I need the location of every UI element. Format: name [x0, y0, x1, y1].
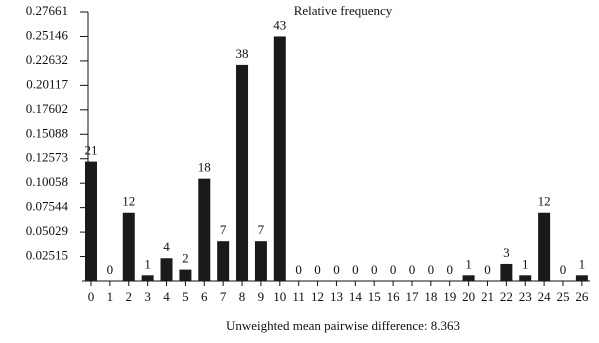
count-label: 0: [314, 262, 321, 277]
x-tick-label: 2: [126, 289, 133, 304]
y-tick-label: 0.25146: [26, 27, 69, 42]
count-label: 1: [579, 256, 586, 271]
bar: [273, 36, 286, 281]
x-tick-label: 19: [443, 289, 456, 304]
count-label: 12: [122, 194, 135, 209]
count-label: 21: [85, 143, 98, 158]
count-label: 0: [560, 262, 567, 277]
x-tick-label: 12: [311, 289, 324, 304]
bar: [198, 178, 211, 281]
x-axis-label: Unweighted mean pairwise difference: 8.3…: [226, 318, 460, 333]
x-tick-label: 5: [182, 289, 189, 304]
x-tick-label: 20: [462, 289, 475, 304]
bar: [500, 263, 513, 281]
x-tick-label: 22: [500, 289, 513, 304]
x-tick-label: 10: [273, 289, 286, 304]
bar: [254, 241, 267, 281]
count-label: 43: [273, 17, 286, 32]
count-label: 7: [220, 222, 227, 237]
x-tick-label: 4: [163, 289, 170, 304]
bar: [160, 258, 173, 281]
count-label: 2: [182, 251, 189, 266]
count-label: 3: [503, 245, 510, 260]
y-tick-label: 0.20117: [26, 76, 68, 91]
bar: [141, 275, 154, 281]
x-tick-label: 16: [387, 289, 401, 304]
bar: [85, 161, 97, 281]
bar: [575, 275, 588, 281]
count-label: 1: [522, 256, 529, 271]
x-tick-label: 6: [201, 289, 208, 304]
x-tick-label: 1: [107, 289, 114, 304]
y-tick-label: 0.10058: [26, 174, 68, 189]
count-label: 0: [371, 262, 378, 277]
x-tick-label: 8: [239, 289, 246, 304]
bar: [122, 212, 135, 281]
y-tick-label: 0.12573: [26, 150, 68, 165]
x-tick-label: 15: [368, 289, 381, 304]
chart-title: Relative frequency: [294, 3, 393, 18]
x-tick-label: 11: [292, 289, 305, 304]
count-label: 12: [538, 194, 551, 209]
count-label: 0: [390, 262, 397, 277]
count-label: 0: [333, 262, 340, 277]
y-tick-label: 0.22632: [26, 52, 68, 67]
bar: [217, 241, 230, 281]
y-tick-label: 0.17602: [26, 101, 68, 116]
x-tick-label: 7: [220, 289, 227, 304]
count-label: 18: [198, 160, 211, 175]
bar: [538, 212, 551, 281]
y-tick-label: 0.15088: [26, 125, 68, 140]
x-tick-label: 26: [575, 289, 589, 304]
x-tick-label: 9: [258, 289, 265, 304]
count-label: 7: [258, 222, 265, 237]
bar: [462, 275, 475, 281]
x-tick-label: 0: [88, 289, 95, 304]
x-tick-label: 25: [557, 289, 570, 304]
count-label: 0: [107, 262, 114, 277]
x-tick-label: 17: [405, 289, 419, 304]
x-tick-label: 24: [538, 289, 552, 304]
x-tick-label: 13: [330, 289, 343, 304]
count-label: 0: [409, 262, 416, 277]
x-tick-label: 21: [481, 289, 494, 304]
y-tick-label: 0.07544: [26, 199, 69, 214]
x-tick-label: 14: [349, 289, 363, 304]
count-label: 38: [236, 46, 249, 61]
bar: [519, 275, 532, 281]
bar: [179, 269, 192, 281]
x-tick-label: 23: [519, 289, 532, 304]
bar: [236, 64, 249, 281]
count-label: 1: [465, 256, 472, 271]
y-tick-label: 0.27661: [26, 3, 68, 18]
count-label: 4: [163, 239, 170, 254]
x-tick-label: 18: [424, 289, 437, 304]
count-label: 0: [352, 262, 359, 277]
y-tick-label: 0.05029: [26, 223, 68, 238]
count-label: 0: [484, 262, 491, 277]
count-label: 0: [446, 262, 453, 277]
count-label: 0: [295, 262, 302, 277]
y-tick-label: 0.02515: [26, 248, 68, 263]
x-tick-label: 3: [144, 289, 151, 304]
count-label: 0: [428, 262, 435, 277]
count-label: 1: [144, 256, 151, 271]
